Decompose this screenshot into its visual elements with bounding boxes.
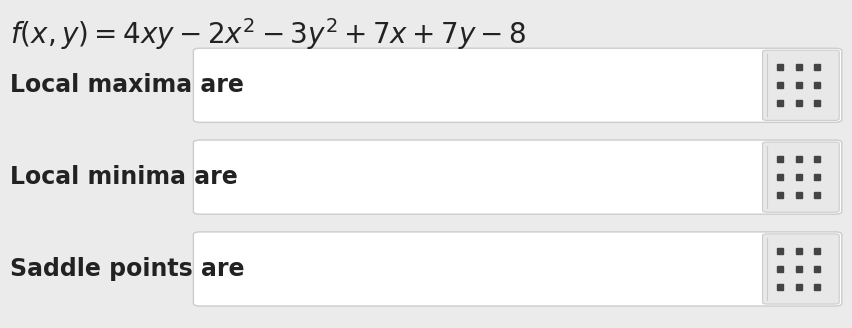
Text: Local maxima are: Local maxima are: [10, 73, 245, 97]
FancyBboxPatch shape: [193, 48, 842, 122]
FancyBboxPatch shape: [763, 142, 839, 212]
FancyBboxPatch shape: [763, 50, 839, 120]
Text: $f(x, y) = 4xy - 2x^2 - 3y^2 + 7x + 7y - 8$: $f(x, y) = 4xy - 2x^2 - 3y^2 + 7x + 7y -…: [10, 16, 527, 52]
FancyBboxPatch shape: [763, 234, 839, 304]
FancyBboxPatch shape: [193, 232, 842, 306]
Text: Saddle points are: Saddle points are: [10, 257, 245, 281]
Text: Local minima are: Local minima are: [10, 165, 238, 189]
FancyBboxPatch shape: [193, 140, 842, 214]
